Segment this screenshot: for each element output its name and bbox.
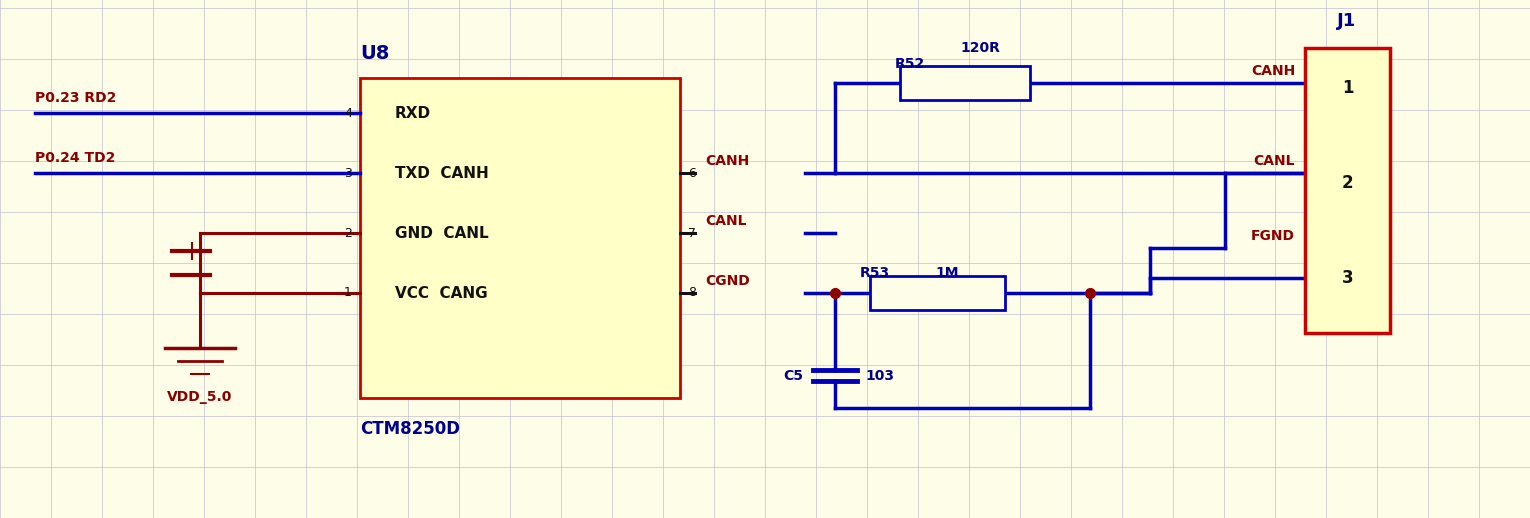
Text: VDD_5.0: VDD_5.0 <box>167 390 233 404</box>
Text: 1M: 1M <box>935 266 958 280</box>
Text: 103: 103 <box>864 369 894 383</box>
Text: 2: 2 <box>1342 174 1354 192</box>
Text: P0.23 RD2: P0.23 RD2 <box>35 91 116 105</box>
Text: TXD  CANH: TXD CANH <box>395 165 488 180</box>
Text: 6: 6 <box>688 166 696 180</box>
Text: 7: 7 <box>688 226 696 239</box>
Text: GND  CANL: GND CANL <box>395 225 488 240</box>
Text: CANH: CANH <box>705 154 750 168</box>
Text: 1: 1 <box>1342 79 1353 97</box>
Text: CANH: CANH <box>1250 64 1294 78</box>
Text: 8: 8 <box>688 286 696 299</box>
Text: C5: C5 <box>783 369 803 383</box>
Text: P0.24 TD2: P0.24 TD2 <box>35 151 115 165</box>
Text: CTM8250D: CTM8250D <box>360 420 461 438</box>
Text: VCC  CANG: VCC CANG <box>395 285 488 300</box>
Text: FGND: FGND <box>1252 229 1294 243</box>
Text: RXD: RXD <box>395 106 431 121</box>
Text: R52: R52 <box>895 57 926 71</box>
Text: CGND: CGND <box>705 274 750 288</box>
Text: J1: J1 <box>1337 12 1357 30</box>
Text: 3: 3 <box>1342 269 1354 287</box>
Text: U8: U8 <box>360 44 389 63</box>
Bar <box>1305 48 1389 333</box>
Text: 120R: 120R <box>959 41 1001 55</box>
Text: 3: 3 <box>344 166 352 180</box>
Bar <box>360 78 679 398</box>
Text: 4: 4 <box>344 107 352 120</box>
Text: CANL: CANL <box>705 214 747 228</box>
Text: CANL: CANL <box>1253 154 1294 168</box>
Bar <box>900 66 1030 100</box>
Text: 1: 1 <box>344 286 352 299</box>
Text: R53: R53 <box>860 266 890 280</box>
Bar <box>871 276 1005 310</box>
Text: 2: 2 <box>344 226 352 239</box>
